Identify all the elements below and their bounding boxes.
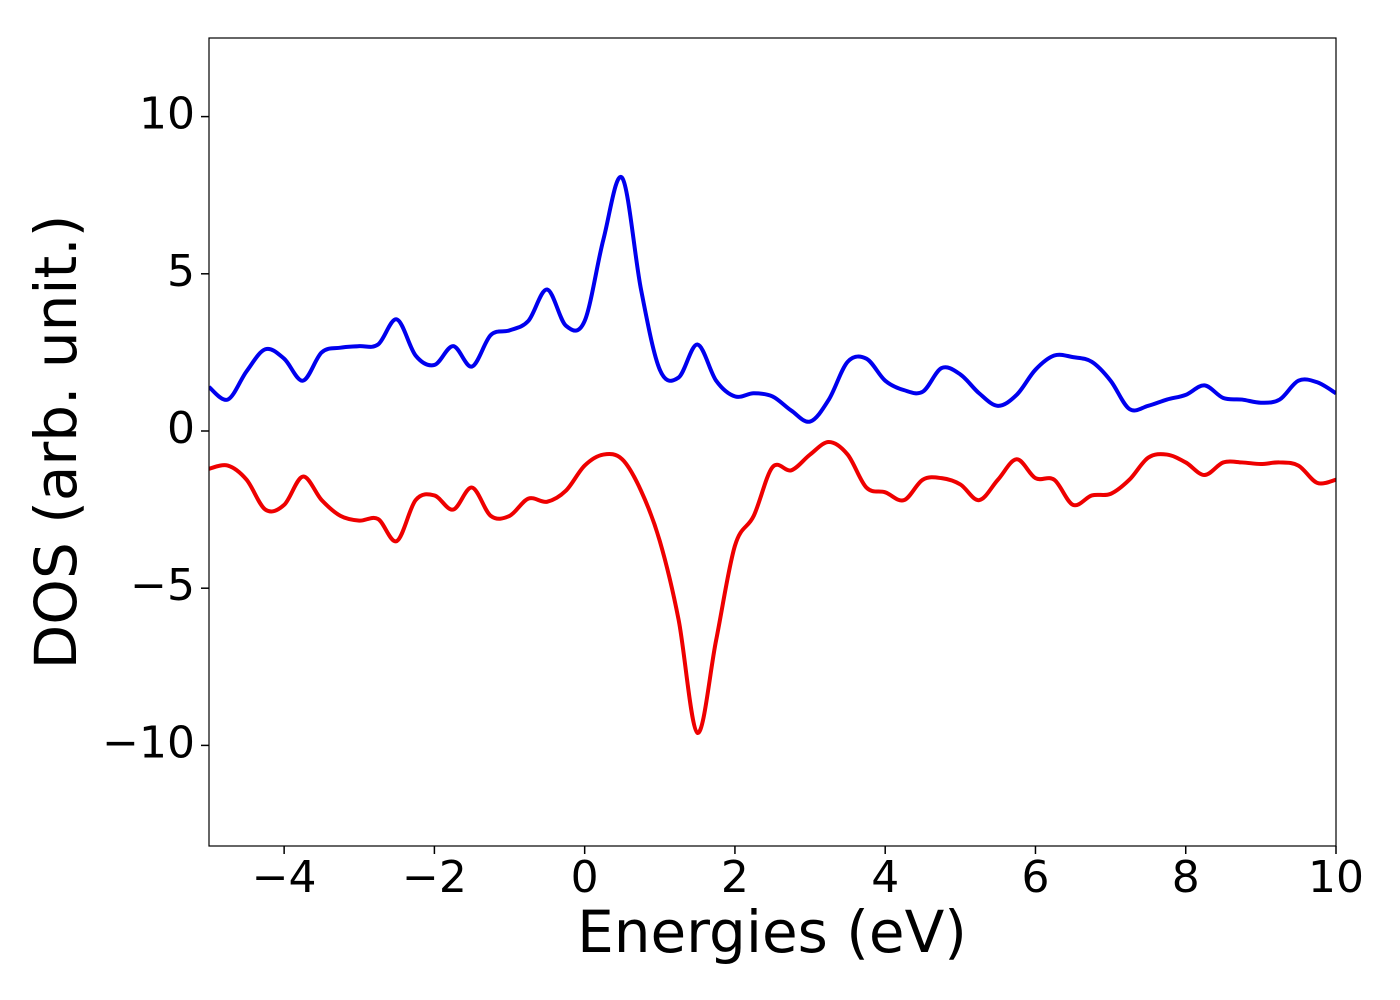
x-tick-label: 6 xyxy=(1021,852,1049,903)
x-tick-label: 10 xyxy=(1308,852,1364,903)
y-tick-label: −5 xyxy=(130,560,195,611)
line xyxy=(209,174,1336,424)
x-tick-label: 4 xyxy=(871,852,899,903)
x-tick-label: −2 xyxy=(402,852,467,903)
x-axis-label: Energies (eV) xyxy=(577,898,967,966)
y-tick-label: 10 xyxy=(139,89,195,140)
y-axis-label: DOS (arb. unit.) xyxy=(22,215,90,670)
x-tick-label: −4 xyxy=(252,852,317,903)
plot-frame xyxy=(208,37,1337,847)
line xyxy=(209,439,1336,735)
y-tick-label: −10 xyxy=(102,717,195,768)
y-tick-label: 5 xyxy=(167,246,195,297)
x-tick-label: 8 xyxy=(1172,852,1200,903)
y-tick-label: 0 xyxy=(167,403,195,454)
x-tick-label: 0 xyxy=(571,852,599,903)
x-tick-label: 2 xyxy=(721,852,749,903)
